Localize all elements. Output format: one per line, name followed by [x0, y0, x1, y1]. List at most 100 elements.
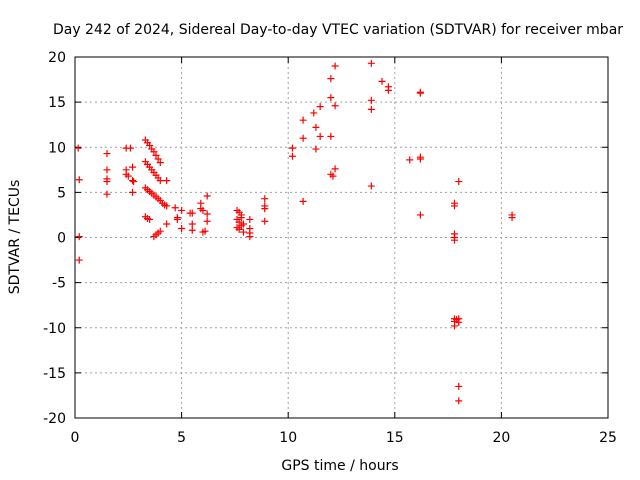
data-point	[261, 217, 269, 225]
data-point	[288, 144, 296, 152]
data-point	[367, 105, 375, 113]
data-point	[129, 188, 137, 196]
data-point	[299, 197, 307, 205]
data-point	[163, 202, 171, 210]
data-point	[235, 218, 243, 226]
x-tick-label: 0	[71, 430, 80, 446]
data-point	[103, 178, 111, 186]
data-point	[188, 209, 196, 217]
data-point	[299, 134, 307, 142]
data-point	[316, 103, 324, 111]
data-point	[331, 165, 339, 173]
data-point	[203, 192, 211, 200]
data-point	[312, 145, 320, 153]
data-point	[312, 123, 320, 131]
x-tick-label: 25	[599, 430, 617, 446]
data-point	[367, 96, 375, 104]
data-point	[75, 176, 83, 184]
data-point	[327, 94, 335, 102]
x-tick-label: 5	[177, 430, 186, 446]
axis-ticks: 0 5 10 15 20 25 -20 -15 -10 -5 0 5 10 15 20	[43, 50, 617, 446]
data-point	[450, 202, 458, 210]
data-point	[178, 206, 186, 214]
y-tick-label: -5	[52, 276, 66, 292]
data-point	[261, 205, 269, 213]
data-point	[178, 224, 186, 232]
data-point	[329, 172, 337, 180]
data-point	[378, 77, 386, 85]
data-point	[316, 132, 324, 140]
data-point	[75, 256, 83, 264]
data-point	[455, 178, 463, 186]
y-axis-title: SDTVAR / TECUs	[7, 180, 23, 295]
data-point	[188, 226, 196, 234]
data-point	[150, 148, 158, 156]
data-point	[235, 225, 243, 233]
y-tick-label: -15	[43, 366, 66, 382]
y-tick-label: -10	[43, 321, 66, 337]
data-point	[203, 217, 211, 225]
data-point	[246, 215, 254, 223]
data-point	[129, 163, 137, 171]
data-point	[103, 166, 111, 174]
data-point	[384, 86, 392, 94]
data-point	[129, 177, 137, 185]
data-point	[171, 204, 179, 212]
data-point	[156, 177, 164, 185]
data-point	[327, 132, 335, 140]
data-point	[450, 322, 458, 330]
x-axis-title: GPS time / hours	[281, 458, 398, 474]
data-point	[246, 233, 254, 241]
data-point	[416, 89, 424, 97]
x-tick-label: 20	[492, 430, 510, 446]
data-point	[203, 210, 211, 218]
data-point	[310, 109, 318, 117]
data-point	[450, 236, 458, 244]
data-point	[261, 195, 269, 203]
data-point	[367, 59, 375, 67]
data-point	[455, 318, 463, 326]
data-point	[156, 159, 164, 167]
y-tick-label: 10	[48, 140, 66, 156]
data-point	[327, 75, 335, 83]
data-point	[331, 62, 339, 70]
data-point	[103, 150, 111, 158]
data-point	[288, 152, 296, 160]
data-point	[75, 233, 83, 241]
data-point	[455, 382, 463, 390]
data-point	[416, 155, 424, 163]
data-point	[416, 211, 424, 219]
x-tick-label: 10	[279, 430, 297, 446]
data-points	[74, 59, 516, 405]
data-point	[331, 102, 339, 110]
chart-title: Day 242 of 2024, Sidereal Day-to-day VTE…	[53, 22, 623, 38]
data-point	[154, 155, 162, 163]
data-point	[156, 227, 164, 235]
data-point	[130, 178, 138, 186]
data-point	[199, 206, 207, 214]
plot-frame	[74, 56, 609, 419]
grid	[75, 57, 608, 418]
data-point	[173, 215, 181, 223]
y-tick-label: 20	[48, 50, 66, 66]
data-point	[146, 141, 154, 149]
data-point	[124, 172, 132, 180]
data-point	[103, 190, 111, 198]
x-tick-label: 15	[386, 430, 404, 446]
data-point	[163, 177, 171, 185]
y-tick-label: -20	[43, 411, 66, 427]
y-tick-label: 0	[57, 231, 66, 247]
data-point	[239, 220, 247, 228]
data-point	[237, 214, 245, 222]
data-point	[239, 228, 247, 236]
data-point	[163, 220, 171, 228]
data-point	[146, 215, 154, 223]
data-point	[508, 214, 516, 222]
data-point	[455, 397, 463, 405]
data-point	[367, 182, 375, 190]
y-tick-label: 5	[57, 185, 66, 201]
y-tick-label: 15	[48, 95, 66, 111]
data-point	[299, 116, 307, 124]
data-point	[74, 144, 82, 152]
